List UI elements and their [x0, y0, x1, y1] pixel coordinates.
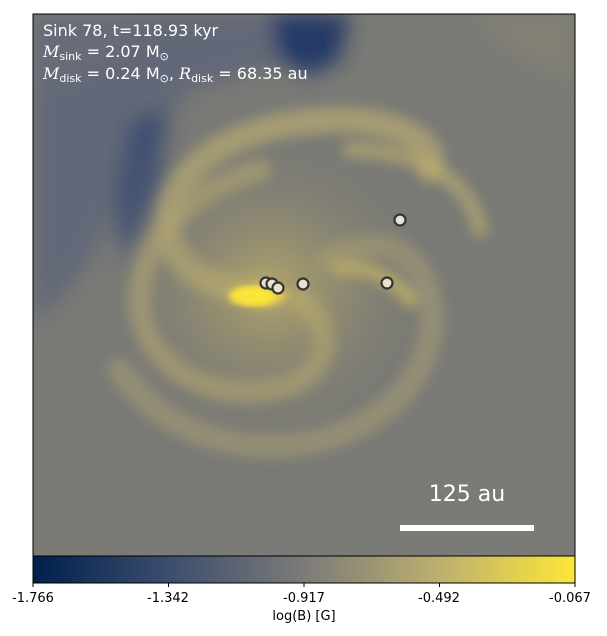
colorbar-label: log(B) [G] — [272, 609, 336, 624]
colorbar-tick-label: -0.067 — [549, 591, 591, 606]
scale-bar — [400, 525, 534, 531]
sink-mass: Msink = 2.07 M⊙ — [43, 42, 169, 63]
sink-marker — [296, 277, 310, 291]
sink-marker — [393, 213, 407, 227]
sink-title: Sink 78, t=118.93 kyr — [43, 21, 219, 40]
colorbar-tick-label: -0.492 — [418, 591, 460, 606]
colorbar — [32, 555, 576, 584]
scale-bar-label: 125 au — [428, 482, 506, 507]
colorbar-tick-marks — [32, 583, 576, 587]
colorbar-tick-label: -1.342 — [147, 591, 189, 606]
colorbar-tick-label: -0.917 — [283, 591, 325, 606]
sink-marker — [380, 276, 394, 290]
sink-markers — [259, 213, 407, 295]
disk-properties: Mdisk = 0.24 M⊙, Rdisk = 68.35 au — [43, 64, 308, 85]
field-map — [33, 14, 575, 556]
colorbar-tick-label: -1.766 — [12, 591, 54, 606]
sink-marker — [271, 281, 285, 295]
